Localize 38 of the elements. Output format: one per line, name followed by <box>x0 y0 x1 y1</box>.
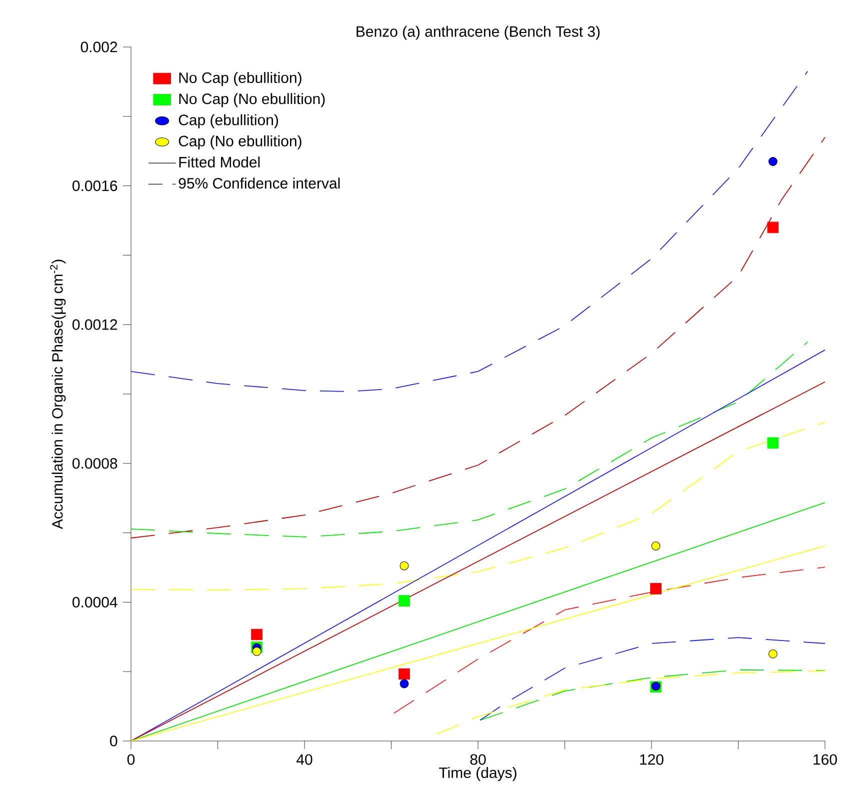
chart-title: Benzo (a) anthracene (Bench Test 3) <box>356 26 600 40</box>
point <box>768 649 778 658</box>
y-tick-label: 0.0004 <box>72 596 118 608</box>
x-tick-label: 160 <box>814 754 837 765</box>
legend-label: No Cap (ebullition) <box>179 72 302 86</box>
x-axis-title: Time (days) <box>439 767 516 781</box>
point <box>767 222 779 234</box>
y-axis-title: Accumulation in Organic Phase(µg cm$^{-2}$) <box>50 260 66 530</box>
y-tick-label: 0.0008 <box>72 458 118 469</box>
point <box>252 647 262 656</box>
point <box>650 583 662 594</box>
annotation: 95% Confidence interval <box>178 178 340 189</box>
point <box>767 437 779 449</box>
line-series <box>130 70 808 392</box>
annotation: Fitted Model <box>179 156 260 168</box>
line-series <box>130 422 826 591</box>
y-tick-label: 0.0012 <box>72 319 118 330</box>
x-tick-label: 80 <box>470 754 486 765</box>
legend-label: Cap (ebullition) <box>178 114 278 128</box>
y-tick-label: 0 <box>110 736 118 746</box>
point <box>768 157 778 166</box>
legend-label: Cap (No ebullition) <box>178 135 302 150</box>
line-series <box>393 566 826 714</box>
x-tick-label: 40 <box>296 754 312 765</box>
point <box>398 595 410 606</box>
point <box>251 628 262 640</box>
point <box>400 679 409 688</box>
x-tick-label: 0 <box>127 754 135 765</box>
point <box>400 561 409 570</box>
y-tick-label: 0.0016 <box>72 180 118 192</box>
legend-label: No Cap (No ebullition) <box>179 93 325 108</box>
line-series <box>480 637 826 721</box>
point <box>398 668 410 680</box>
point <box>651 542 660 550</box>
line-series <box>130 136 826 538</box>
y-tick-label: 0.002 <box>80 42 118 52</box>
line-series <box>130 341 808 538</box>
x-tick-label: 120 <box>640 754 664 765</box>
